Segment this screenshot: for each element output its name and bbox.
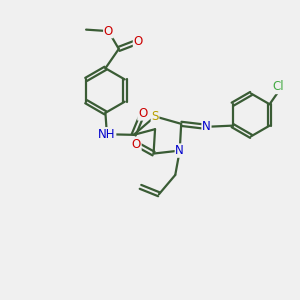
Text: O: O [132, 138, 141, 151]
Text: NH: NH [98, 128, 116, 141]
Text: O: O [134, 35, 143, 48]
Text: Cl: Cl [272, 80, 284, 94]
Text: O: O [104, 25, 113, 38]
Text: N: N [202, 120, 211, 133]
Text: O: O [138, 107, 147, 120]
Text: S: S [152, 110, 159, 123]
Text: N: N [175, 144, 184, 157]
